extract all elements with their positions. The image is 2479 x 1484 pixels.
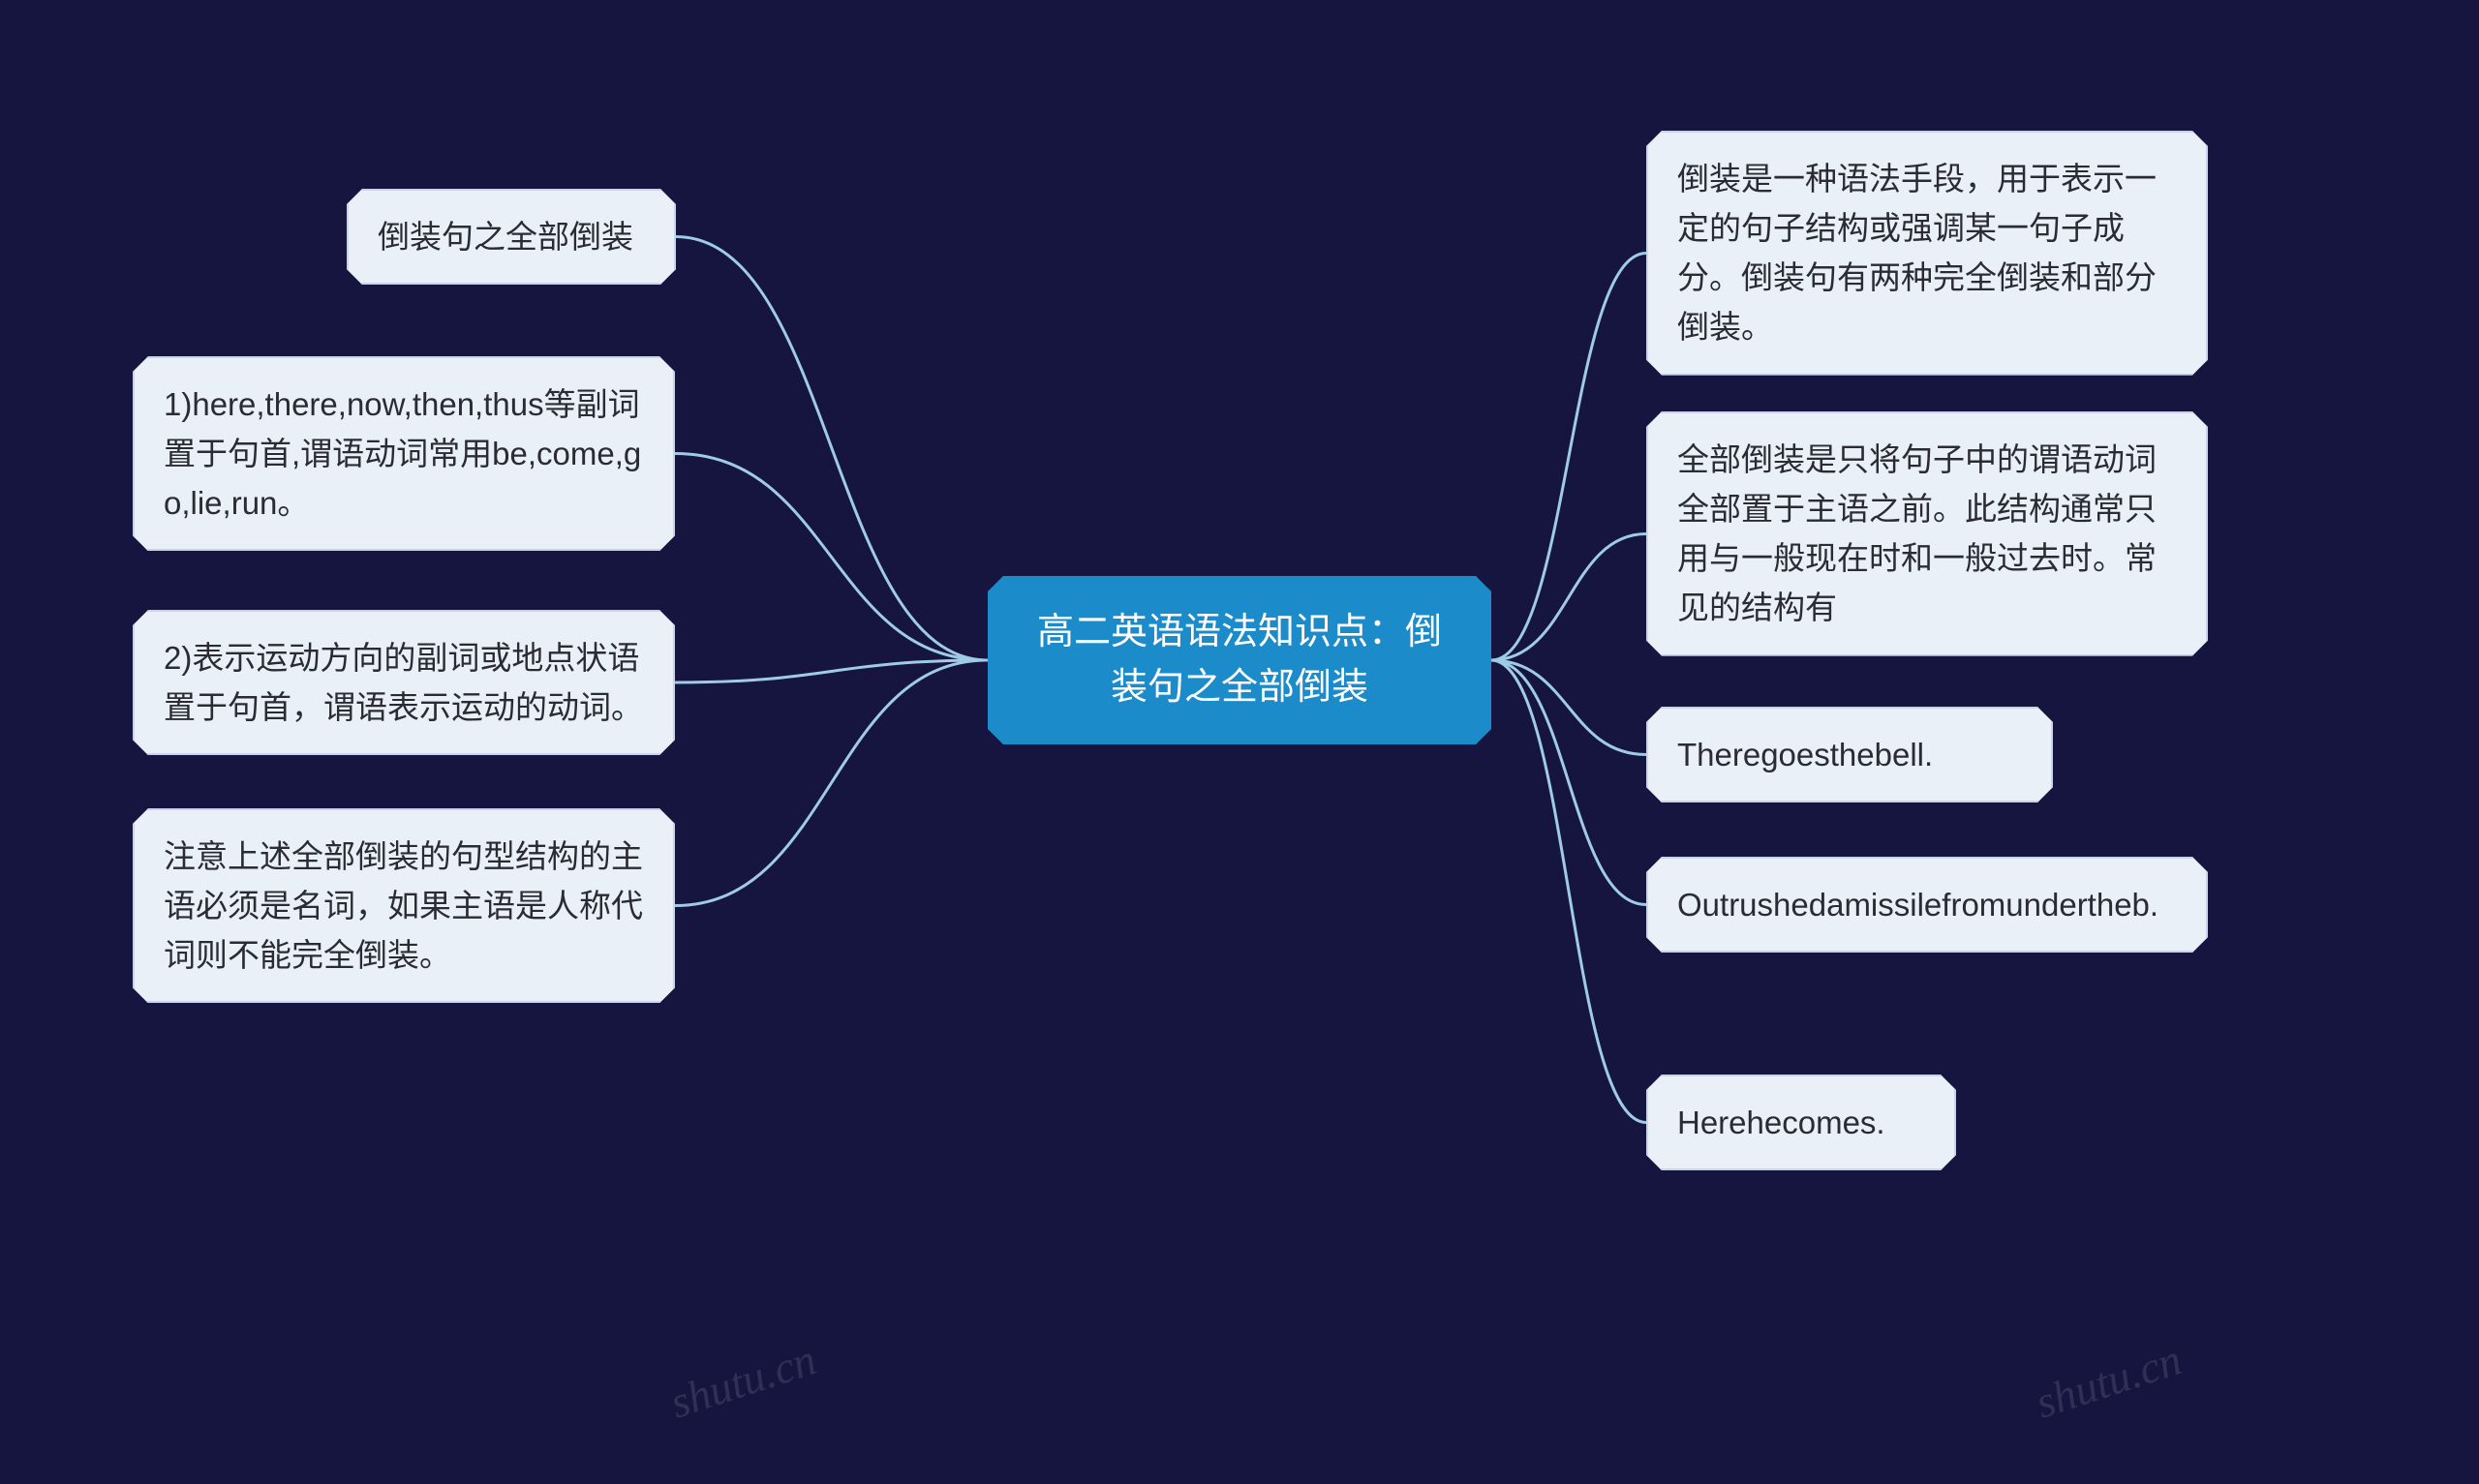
left-node-4: 注意上述全部倒装的句型结构的主语必须是名词，如果主语是人称代词则不能完全倒装。: [133, 808, 675, 1003]
watermark: shutu.cn: [664, 1333, 822, 1428]
right-node-1-text: 倒装是一种语法手段，用于表示一定的句子结构或强调某一句子成分。倒装句有两种完全倒…: [1677, 161, 2157, 345]
watermark: shutu.cn: [2030, 1333, 2188, 1428]
right-node-3-text: Theregoesthebell.: [1677, 737, 1933, 772]
right-node-1: 倒装是一种语法手段，用于表示一定的句子结构或强调某一句子成分。倒装句有两种完全倒…: [1646, 131, 2208, 376]
left-node-1-text: 倒装句之全部倒装: [378, 219, 633, 255]
right-node-2-text: 全部倒装是只将句子中的谓语动词全部置于主语之前。此结构通常只用与一般现在时和一般…: [1677, 441, 2157, 625]
left-node-1: 倒装句之全部倒装: [347, 189, 676, 285]
mindmap-canvas: shutu.cn shutu.cn shutu.cn shutu.cn shut…: [0, 0, 2479, 1484]
center-topic-text: 高二英语语法知识点：倒装句之全部倒装: [1037, 612, 1442, 708]
left-node-2: 1)here,there,now,then,thus等副词置于句首,谓语动词常用…: [133, 356, 675, 551]
left-node-3: 2)表示运动方向的副词或地点状语置于句首，谓语表示运动的动词。: [133, 610, 675, 755]
right-node-2: 全部倒装是只将句子中的谓语动词全部置于主语之前。此结构通常只用与一般现在时和一般…: [1646, 411, 2208, 656]
left-node-3-text: 2)表示运动方向的副词或地点状语置于句首，谓语表示运动的动词。: [164, 640, 643, 725]
right-node-3: Theregoesthebell.: [1646, 707, 2053, 803]
left-node-4-text: 注意上述全部倒装的句型结构的主语必须是名词，如果主语是人称代词则不能完全倒装。: [164, 838, 643, 973]
right-node-4-text: Outrushedamissilefromundertheb.: [1677, 887, 2158, 923]
center-topic: 高二英语语法知识点：倒装句之全部倒装: [988, 576, 1491, 744]
right-node-4: Outrushedamissilefromundertheb.: [1646, 857, 2208, 953]
right-node-5-text: Herehecomes.: [1677, 1105, 1885, 1140]
right-node-5: Herehecomes.: [1646, 1075, 1956, 1170]
left-node-2-text: 1)here,there,now,then,thus等副词置于句首,谓语动词常用…: [164, 386, 641, 521]
